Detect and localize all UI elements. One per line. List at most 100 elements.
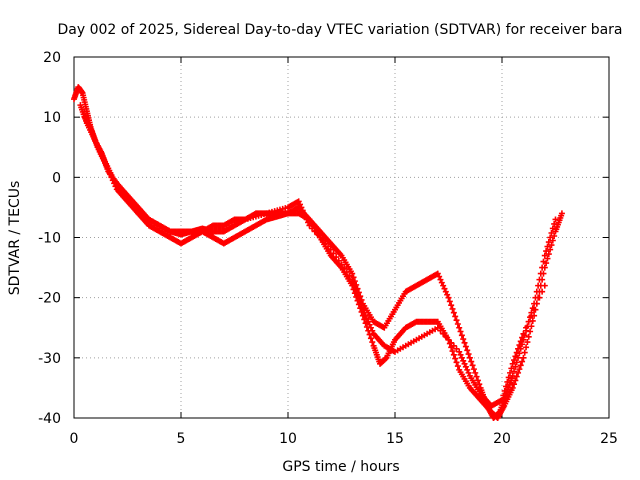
- y-tick-label: -40: [38, 411, 61, 427]
- data-point: [355, 295, 362, 302]
- data-point: [504, 378, 511, 385]
- data-point: [330, 250, 337, 257]
- data-point: [327, 246, 334, 253]
- data-point: [460, 357, 467, 364]
- data-point: [446, 298, 453, 305]
- data-point: [500, 392, 507, 399]
- data-point: [453, 345, 460, 352]
- data-point: [525, 333, 532, 340]
- data-point: [456, 324, 463, 331]
- data-point: [303, 216, 310, 223]
- data-point: [503, 383, 510, 390]
- data-point: [105, 168, 112, 175]
- data-point: [338, 261, 345, 268]
- data-point: [462, 343, 469, 350]
- data-point: [357, 299, 364, 306]
- data-point: [346, 272, 353, 279]
- data-point: [541, 252, 548, 259]
- data-point: [540, 270, 547, 277]
- data-point: [523, 344, 530, 351]
- data-point: [440, 330, 447, 337]
- data-point: [527, 328, 534, 335]
- data-point: [507, 369, 514, 376]
- data-point: [508, 365, 515, 372]
- data-point: [107, 171, 114, 178]
- data-point: [474, 377, 481, 384]
- data-point: [513, 373, 520, 380]
- data-point: [521, 349, 528, 356]
- data-point: [548, 229, 555, 236]
- data-point: [517, 362, 524, 369]
- data-point: [461, 360, 468, 367]
- data-point: [458, 354, 465, 361]
- data-point: [551, 232, 558, 239]
- data-point: [301, 210, 308, 217]
- data-point: [544, 243, 551, 250]
- data-point: [311, 228, 318, 235]
- data-point: [434, 324, 441, 331]
- data-point: [354, 291, 361, 298]
- data-point: [549, 237, 556, 244]
- data-point: [519, 358, 526, 365]
- data-point: [299, 207, 306, 214]
- data-point: [103, 162, 110, 169]
- data-point: [457, 351, 464, 358]
- data-point: [454, 363, 461, 370]
- data-point: [452, 355, 459, 362]
- data-point: [437, 276, 444, 283]
- data-point: [444, 291, 451, 298]
- data-point: [369, 339, 376, 346]
- x-tick-label: 5: [177, 431, 186, 447]
- data-point: [548, 242, 555, 249]
- data-point: [511, 357, 518, 364]
- data-point: [515, 369, 522, 376]
- data-point: [460, 336, 467, 343]
- data-point: [524, 339, 531, 346]
- data-point: [309, 225, 316, 232]
- data-point: [453, 317, 460, 324]
- data-point: [314, 231, 321, 238]
- y-tick-label: -30: [38, 351, 61, 367]
- data-point: [441, 285, 448, 292]
- data-point: [505, 374, 512, 381]
- data-point: [341, 265, 348, 272]
- data-point: [367, 324, 374, 331]
- data-point: [305, 219, 312, 226]
- data-point: [302, 213, 309, 220]
- data-point: [533, 300, 540, 307]
- data-point: [449, 305, 456, 312]
- data-point: [335, 257, 342, 264]
- data-point: [359, 306, 366, 313]
- data-point: [519, 334, 526, 341]
- data-point: [297, 201, 304, 208]
- data-point: [358, 302, 365, 309]
- data-point: [528, 312, 535, 319]
- data-point: [111, 180, 118, 187]
- data-point: [450, 309, 457, 316]
- data-point: [452, 313, 459, 320]
- x-axis-title: GPS time / hours: [282, 459, 399, 475]
- data-point: [333, 254, 340, 261]
- y-tick-label: -10: [38, 231, 61, 247]
- data-point: [512, 377, 519, 384]
- x-tick-label: 10: [279, 431, 297, 447]
- data-point: [437, 327, 444, 334]
- data-point: [104, 165, 111, 172]
- data-point: [543, 248, 550, 255]
- data-point: [450, 342, 457, 349]
- data-point: [445, 336, 452, 343]
- data-point: [365, 318, 372, 325]
- data-point: [108, 174, 115, 181]
- data-point: [450, 351, 457, 358]
- data-point: [512, 363, 519, 370]
- x-tick-label: 15: [386, 431, 404, 447]
- data-point: [454, 320, 461, 327]
- data-point: [295, 198, 302, 205]
- data-point: [541, 282, 548, 289]
- data-point: [499, 396, 505, 403]
- data-point: [461, 339, 468, 346]
- data-point: [440, 282, 447, 289]
- data-point: [545, 251, 552, 258]
- y-tick-label: -20: [38, 291, 61, 307]
